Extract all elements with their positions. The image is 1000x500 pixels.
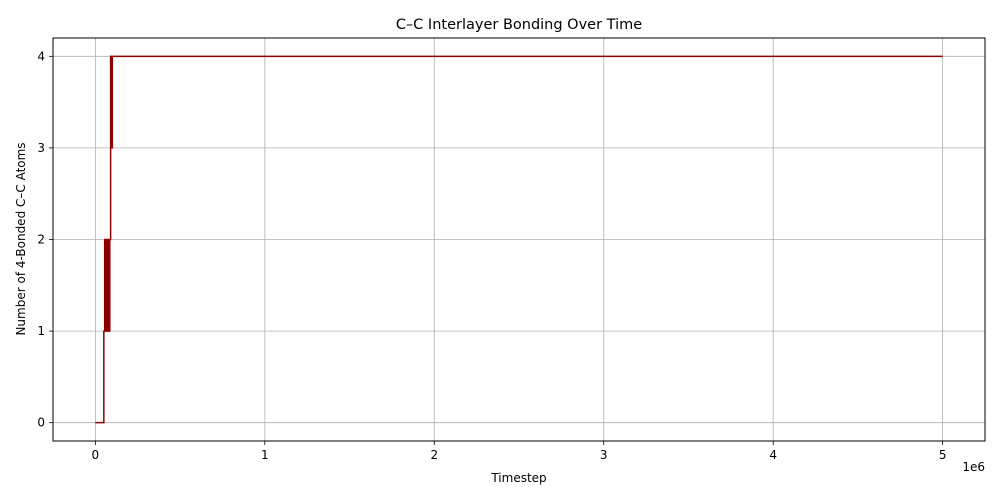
y-tick-label: 3 xyxy=(37,141,45,155)
x-offset-label: 1e6 xyxy=(962,460,985,474)
x-tick-label: 2 xyxy=(430,448,438,462)
x-tick-label: 4 xyxy=(769,448,777,462)
y-tick-label: 4 xyxy=(37,49,45,63)
y-tick-label: 2 xyxy=(37,233,45,247)
y-tick-label: 0 xyxy=(37,416,45,430)
y-tick-label: 1 xyxy=(37,324,45,338)
x-tick-label: 0 xyxy=(92,448,100,462)
x-tick-label: 5 xyxy=(939,448,947,462)
x-tick-label: 3 xyxy=(600,448,608,462)
tick-layer: 0 1 2 3 4 5 0 1 2 3 4 xyxy=(37,49,946,462)
series-layer xyxy=(95,55,943,424)
chart-title: C–C Interlayer Bonding Over Time xyxy=(396,17,642,33)
series-line xyxy=(95,55,943,424)
x-tick-label: 1 xyxy=(261,448,269,462)
y-axis-label: Number of 4-Bonded C–C Atoms xyxy=(14,142,28,335)
x-axis-label: Timestep xyxy=(490,471,546,485)
